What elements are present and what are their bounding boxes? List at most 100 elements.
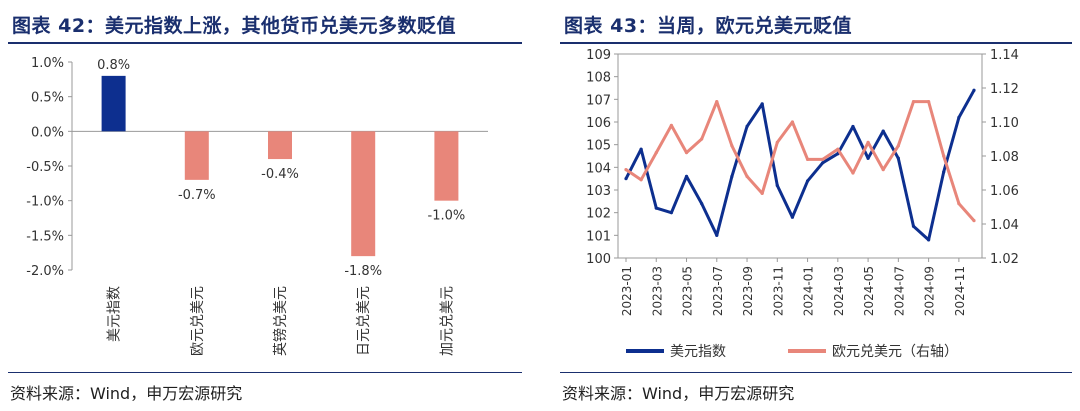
bar	[268, 131, 292, 160]
y-right-tick-label: 1.12	[990, 82, 1019, 97]
plot-frame	[617, 53, 983, 259]
y-left-tick-label: 107	[586, 93, 611, 108]
data-point	[942, 170, 946, 174]
source-divider	[560, 372, 1072, 373]
data-label: -1.8%	[344, 264, 382, 279]
y-left-tick-label: 106	[586, 116, 611, 131]
y-tick-label: 0.5%	[31, 91, 64, 106]
data-label: -0.7%	[178, 188, 216, 203]
data-point	[957, 115, 961, 120]
data-point	[836, 147, 840, 151]
data-point	[942, 154, 946, 158]
data-point	[730, 174, 734, 178]
x-tick-label: 2024-11	[953, 266, 967, 316]
y-right-tick-label: 1.08	[990, 150, 1019, 165]
y-left-tick-label: 101	[586, 229, 611, 244]
data-point	[927, 238, 931, 242]
y-tick-label: 0.0%	[31, 125, 64, 140]
bar-chart: 1.0% 0.5% 0.0% -0.5% -1.0% -1.5% -2.0% 0.8% 美元指数…	[26, 56, 488, 356]
legend-label: 美元指数	[670, 344, 726, 360]
data-point	[790, 120, 795, 124]
y-tick-label: -2.0%	[26, 264, 64, 279]
category-label: 欧元兑美元	[190, 286, 206, 356]
bar	[351, 131, 376, 257]
y-left-tick-label: 100	[586, 252, 611, 267]
data-point	[881, 168, 885, 172]
y-left-tick-label: 104	[586, 161, 611, 176]
y-right-tick-label: 1.04	[990, 218, 1019, 233]
y-left-tick-label: 109	[586, 48, 611, 63]
data-point	[684, 174, 689, 178]
data-label: -1.0%	[428, 209, 466, 224]
category-label: 英镑兑美元	[272, 286, 289, 356]
x-tick-label: 2024-03	[832, 266, 846, 316]
y-left-tick-label: 105	[586, 139, 611, 154]
data-point	[654, 151, 658, 155]
data-point	[821, 157, 825, 161]
source-note: 资料来源：Wind，申万宏源研究	[562, 384, 795, 403]
category-label: 美元指数	[107, 286, 123, 342]
chart-panel-right: 图表 43：当周，欧元兑美元贬值 100 101 102 103 104 105 106 10…	[552, 0, 1080, 411]
data-point	[700, 202, 704, 206]
x-tick-label: 2023-09	[741, 266, 755, 316]
data-point	[851, 171, 855, 175]
data-label: 0.8%	[97, 58, 130, 73]
data-point	[745, 124, 749, 129]
data-point	[624, 177, 628, 181]
chart-title: 图表 42：美元指数上涨，其他货币兑美元多数贬值	[12, 15, 457, 37]
data-point	[972, 219, 976, 223]
data-point	[715, 233, 719, 237]
data-point	[881, 129, 885, 133]
y-right-tick-label: 1.14	[990, 48, 1019, 63]
data-point	[775, 140, 779, 144]
y-right-tick-label: 1.02	[990, 252, 1019, 267]
data-point	[911, 100, 916, 104]
x-tick-label: 2024-07	[892, 266, 906, 316]
x-tick-label: 2023-03	[650, 266, 664, 316]
y-left-tick-label: 102	[586, 207, 611, 222]
data-point	[669, 123, 673, 127]
category-label: 加元兑美元	[439, 286, 455, 356]
data-point	[624, 168, 628, 172]
title-divider	[8, 42, 522, 44]
data-point	[654, 206, 658, 210]
x-tick-label: 2023-11	[771, 266, 785, 316]
y-left-tick-label: 103	[586, 184, 611, 199]
category-label: 日元兑美元	[356, 286, 372, 356]
data-point	[760, 191, 764, 195]
data-point	[639, 147, 643, 151]
bar	[101, 75, 126, 132]
y-tick-label: 1.0%	[31, 56, 64, 71]
data-point	[760, 102, 764, 106]
line-chart: 100 101 102 103 104 105 106 107 108 109 1.02 1.04 1.…	[586, 48, 1019, 360]
series-line	[624, 89, 976, 242]
data-point	[896, 156, 900, 160]
data-point	[700, 137, 704, 141]
data-point	[972, 88, 976, 92]
x-tick-label: 2024-01	[802, 266, 816, 316]
y-right-tick-label: 1.06	[990, 184, 1019, 199]
x-tick-label: 2023-07	[711, 266, 725, 316]
data-point	[821, 161, 825, 165]
title-divider	[560, 42, 1072, 44]
data-point	[730, 144, 734, 148]
bar	[434, 131, 459, 201]
y-tick-label: -0.5%	[26, 160, 64, 175]
y-tick-label: -1.0%	[26, 195, 64, 210]
x-tick-label: 2024-05	[862, 266, 876, 316]
data-point	[805, 157, 810, 161]
x-tick-label: 2023-01	[620, 266, 634, 316]
data-label: -0.4%	[261, 167, 299, 182]
source-divider	[8, 372, 522, 373]
data-point	[896, 144, 900, 148]
data-point	[684, 151, 689, 155]
y-right-tick-label: 1.10	[990, 116, 1019, 131]
y-left-tick-label: 108	[586, 71, 611, 86]
legend-label: 欧元兑美元（右轴）	[832, 344, 958, 360]
x-tick-label: 2023-05	[681, 266, 695, 316]
data-point	[745, 174, 749, 178]
data-point	[866, 140, 870, 144]
series-line	[625, 100, 976, 222]
chart-title: 图表 43：当周，欧元兑美元贬值	[564, 15, 853, 37]
data-point	[775, 183, 779, 188]
